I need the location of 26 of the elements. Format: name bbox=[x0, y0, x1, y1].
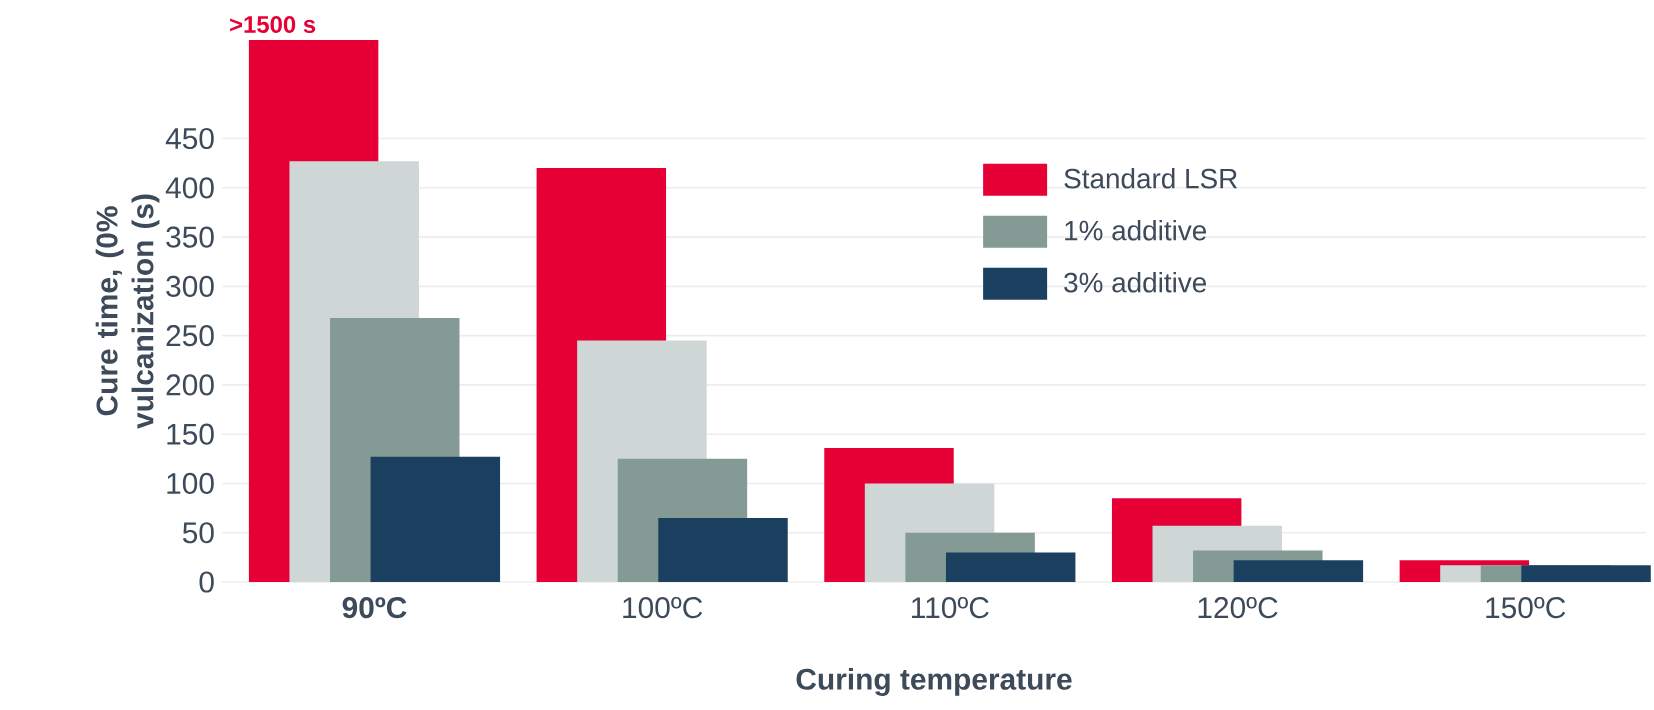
x-tick-label: 120ºC bbox=[1198, 597, 1278, 619]
x-axis-title: Curing temperature bbox=[796, 667, 1072, 696]
x-tick-label: 150ºC bbox=[1486, 597, 1566, 619]
legend-label: Standard LSR bbox=[1064, 168, 1237, 189]
y-tick-label: 450 bbox=[165, 127, 214, 150]
bar bbox=[1521, 565, 1651, 582]
x-tick-label: 90ºC bbox=[342, 597, 407, 619]
legend-label: 1% additive bbox=[1065, 220, 1207, 241]
y-tick-label: 100 bbox=[167, 472, 214, 495]
legend-label: 3% additive bbox=[1064, 272, 1207, 293]
bar bbox=[370, 456, 501, 582]
text: >1500 s bbox=[230, 16, 316, 33]
y-tick-label: 350 bbox=[166, 226, 214, 248]
x-tick-label: 100ºC bbox=[623, 597, 703, 619]
bar bbox=[1233, 560, 1364, 582]
y-tick-label: 300 bbox=[166, 275, 214, 297]
x-tick-label: 110ºC bbox=[912, 597, 989, 619]
y-tick-label: 200 bbox=[166, 374, 214, 396]
bar bbox=[658, 517, 788, 582]
y-tick-label: 400 bbox=[165, 177, 214, 199]
y-tick-label: 250 bbox=[166, 325, 214, 347]
y-axis-title: Cure time, (0% vulcanization (s) bbox=[95, 194, 160, 429]
y-tick-label: 50 bbox=[182, 522, 214, 544]
y-tick-label: 0 bbox=[199, 571, 214, 593]
y-tick-label: 150 bbox=[167, 423, 214, 445]
bar bbox=[945, 552, 1076, 582]
